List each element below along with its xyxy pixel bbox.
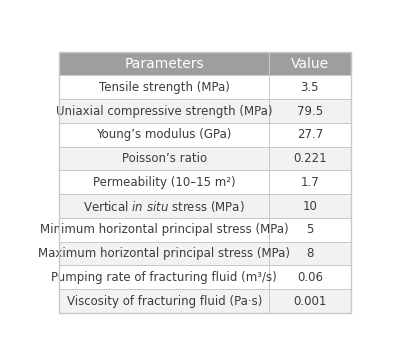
Text: 1.7: 1.7 — [300, 176, 319, 189]
Bar — [269, 289, 351, 313]
Text: 79.5: 79.5 — [297, 105, 323, 118]
Text: 5: 5 — [306, 223, 314, 236]
Text: 10: 10 — [302, 200, 317, 213]
Bar — [59, 52, 269, 75]
Text: Tensile strength (MPa): Tensile strength (MPa) — [99, 81, 230, 94]
Text: 0.001: 0.001 — [293, 295, 326, 308]
Bar — [59, 123, 269, 147]
Bar — [59, 218, 269, 242]
Text: Value: Value — [291, 57, 329, 70]
Text: Uniaxial compressive strength (MPa): Uniaxial compressive strength (MPa) — [56, 105, 272, 118]
Bar — [269, 147, 351, 170]
Bar — [269, 194, 351, 218]
Bar — [59, 289, 269, 313]
Bar — [59, 265, 269, 289]
Bar — [269, 265, 351, 289]
Bar — [59, 194, 269, 218]
Text: 27.7: 27.7 — [297, 128, 323, 141]
Text: Viscosity of fracturing fluid (Pa·s): Viscosity of fracturing fluid (Pa·s) — [66, 295, 262, 308]
Text: Young’s modulus (GPa): Young’s modulus (GPa) — [96, 128, 232, 141]
Text: 8: 8 — [306, 247, 314, 260]
Text: Maximum horizontal principal stress (MPa): Maximum horizontal principal stress (MPa… — [38, 247, 290, 260]
Bar — [269, 123, 351, 147]
Bar — [269, 75, 351, 99]
Text: Parameters: Parameters — [124, 57, 204, 70]
Text: Pumping rate of fracturing fluid (m³/s): Pumping rate of fracturing fluid (m³/s) — [51, 271, 277, 284]
Bar — [59, 99, 269, 123]
Bar — [269, 218, 351, 242]
Bar — [59, 75, 269, 99]
Text: 3.5: 3.5 — [301, 81, 319, 94]
Bar — [269, 170, 351, 194]
Text: 0.221: 0.221 — [293, 152, 327, 165]
Text: Minimum horizontal principal stress (MPa): Minimum horizontal principal stress (MPa… — [40, 223, 288, 236]
Text: Poisson’s ratio: Poisson’s ratio — [122, 152, 207, 165]
Text: Vertical $\it{in\ situ}$ stress (MPa): Vertical $\it{in\ situ}$ stress (MPa) — [83, 199, 245, 214]
Bar — [59, 147, 269, 170]
Bar — [269, 99, 351, 123]
Text: Permeability (10–15 m²): Permeability (10–15 m²) — [93, 176, 236, 189]
Text: 0.06: 0.06 — [297, 271, 323, 284]
Bar — [59, 170, 269, 194]
Bar — [269, 52, 351, 75]
Bar — [269, 242, 351, 265]
Bar — [59, 242, 269, 265]
